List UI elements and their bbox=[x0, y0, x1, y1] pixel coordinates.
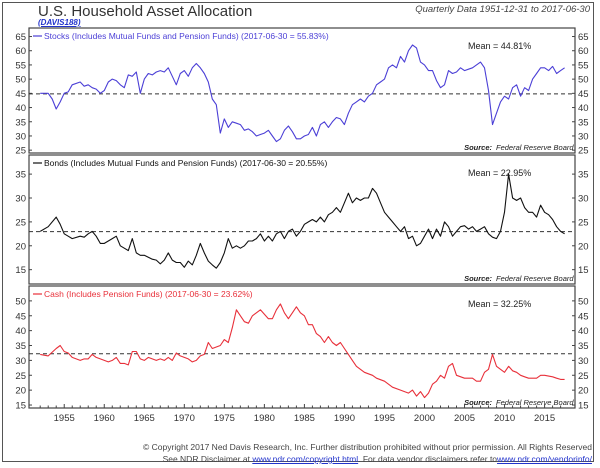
stocks-ytick-label-right: 25 bbox=[578, 146, 589, 157]
bonds-series-line bbox=[39, 173, 565, 269]
stocks-ytick-label-right: 30 bbox=[578, 131, 589, 142]
bonds-ytick-label-right: 20 bbox=[578, 241, 589, 252]
bonds-ytick-label-right: 30 bbox=[578, 194, 589, 205]
stocks-mean-label: Mean = 44.81% bbox=[468, 41, 531, 51]
stocks-ytick-label-left: 60 bbox=[15, 46, 26, 57]
cash-ytick-label-left: 35 bbox=[15, 341, 26, 352]
cash-ytick-label-right: 25 bbox=[578, 371, 589, 382]
cash-ytick-label-right: 15 bbox=[578, 401, 589, 412]
xtick-label: 1985 bbox=[294, 413, 315, 424]
cash-mean-label: Mean = 32.25% bbox=[468, 299, 531, 309]
stocks-ytick-label-right: 65 bbox=[578, 32, 589, 43]
cash-ytick-label-left: 50 bbox=[15, 296, 26, 307]
cash-ytick-label-right: 50 bbox=[578, 296, 589, 307]
xtick-label: 1965 bbox=[134, 413, 155, 424]
bonds-mean-label: Mean = 22.95% bbox=[468, 168, 531, 178]
bonds-ytick-label-right: 25 bbox=[578, 217, 589, 228]
stocks-ytick-label-right: 50 bbox=[578, 75, 589, 86]
xtick-label: 1960 bbox=[94, 413, 115, 424]
stocks-ytick-label-right: 60 bbox=[578, 46, 589, 57]
stocks-panel: 25 25 30 30 35 35 40 40 45 45 50 50 55 55 60 60 65 65 Stoc… bbox=[15, 27, 589, 157]
cash-ytick-label-left: 45 bbox=[15, 311, 26, 322]
bonds-ytick-label-left: 20 bbox=[15, 241, 26, 252]
bonds-ytick-label-left: 25 bbox=[15, 217, 26, 228]
cash-ytick-label-right: 20 bbox=[578, 386, 589, 397]
xtick-label: 2015 bbox=[534, 413, 555, 424]
bonds-ytick-label-left: 30 bbox=[15, 194, 26, 205]
disclaimer-middle: . For data vendor disclaimers refer to bbox=[358, 454, 498, 464]
cash-source-label: Source: bbox=[464, 398, 492, 407]
stocks-ytick-label-right: 40 bbox=[578, 103, 589, 114]
stocks-ytick-label-left: 30 bbox=[15, 131, 26, 142]
cash-ytick-label-left: 40 bbox=[15, 326, 26, 337]
bonds-ytick-label-right: 35 bbox=[578, 170, 589, 181]
copyright-link[interactable]: www.ndr.com/copyright.html bbox=[252, 454, 359, 464]
bonds-source-value: Federal Reserve Board bbox=[496, 274, 574, 283]
stocks-ytick-label-left: 55 bbox=[15, 60, 26, 71]
xtick-label: 1980 bbox=[254, 413, 275, 424]
xtick-label: 2000 bbox=[414, 413, 435, 424]
bonds-ytick-label-right: 15 bbox=[578, 265, 589, 276]
stocks-ytick-label-right: 35 bbox=[578, 117, 589, 128]
bonds-ytick-label-left: 15 bbox=[15, 265, 26, 276]
xtick-label: 1975 bbox=[214, 413, 235, 424]
stocks-legend-label: Stocks (Includes Mutual Funds and Pensio… bbox=[44, 31, 329, 41]
bonds-panel: 15 15 20 20 25 25 30 30 35 35 Bonds (Includes Mutu… bbox=[15, 154, 589, 285]
xtick-label: 1995 bbox=[374, 413, 395, 424]
stocks-source-value: Federal Reserve Board bbox=[496, 143, 574, 152]
bonds-legend-label: Bonds (Includes Mutual Funds and Pension… bbox=[44, 158, 327, 168]
stocks-ytick-label-right: 45 bbox=[578, 89, 589, 100]
xtick-label: 1990 bbox=[334, 413, 355, 424]
cash-plot-border bbox=[28, 285, 576, 409]
xtick-label: 1955 bbox=[54, 413, 75, 424]
cash-source-value: Federal Reserve Board bbox=[496, 398, 574, 407]
chart-frame bbox=[2, 2, 594, 462]
stocks-plot-border bbox=[28, 27, 576, 154]
cash-ytick-label-left: 30 bbox=[15, 356, 26, 367]
bonds-ytick-label-left: 35 bbox=[15, 170, 26, 181]
stocks-source-label: Source: bbox=[464, 143, 492, 152]
page-title: U.S. Household Asset Allocation bbox=[38, 3, 253, 20]
copyright-text: © Copyright 2017 Ned Davis Research, Inc… bbox=[143, 442, 592, 452]
xtick-label: 1970 bbox=[174, 413, 195, 424]
cash-ytick-label-right: 45 bbox=[578, 311, 589, 322]
cash-ytick-label-right: 35 bbox=[578, 341, 589, 352]
stocks-ytick-label-left: 45 bbox=[15, 89, 26, 100]
stocks-ytick-label-left: 35 bbox=[15, 117, 26, 128]
stocks-series-line bbox=[40, 44, 565, 143]
stocks-ytick-label-left: 25 bbox=[15, 146, 26, 157]
stocks-ytick-label-left: 50 bbox=[15, 75, 26, 86]
disclaimer-prefix: See NDR Disclaimer at bbox=[162, 454, 253, 464]
bonds-plot-border bbox=[28, 154, 576, 285]
cash-ytick-label-left: 20 bbox=[15, 386, 26, 397]
cash-ytick-label-right: 40 bbox=[578, 326, 589, 337]
cash-panel: 15 15 20 20 25 25 30 30 35 35 40 40 45 45 50 50 Cash (In… bbox=[15, 285, 589, 424]
chart-code-link[interactable]: (DAVIS188) bbox=[38, 18, 81, 27]
vendor-info-link[interactable]: www.ndr.com/vendorinfo/ bbox=[497, 454, 592, 464]
cash-ytick-label-left: 15 bbox=[15, 401, 26, 412]
xtick-label: 2005 bbox=[454, 413, 475, 424]
stocks-ytick-label-right: 55 bbox=[578, 60, 589, 71]
bonds-source-label: Source: bbox=[464, 274, 492, 283]
chart-subtitle: Quarterly Data 1951-12-31 to 2017-06-30 bbox=[415, 4, 590, 15]
stocks-ytick-label-left: 40 bbox=[15, 103, 26, 114]
xtick-label: 2010 bbox=[494, 413, 515, 424]
cash-legend-label: Cash (Includes Pension Funds) (2017-06-3… bbox=[44, 289, 253, 299]
stocks-ytick-label-left: 65 bbox=[15, 32, 26, 43]
disclaimer-text: See NDR Disclaimer at www.ndr.com/copyri… bbox=[163, 454, 592, 464]
cash-ytick-label-left: 25 bbox=[15, 371, 26, 382]
cash-series-line bbox=[40, 303, 565, 399]
cash-ytick-label-right: 30 bbox=[578, 356, 589, 367]
